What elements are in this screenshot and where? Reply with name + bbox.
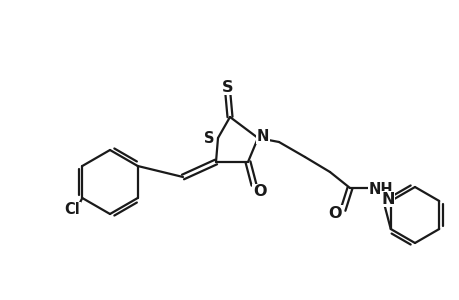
Text: S: S <box>203 130 214 146</box>
Text: N: N <box>256 128 269 143</box>
Text: N: N <box>380 191 394 206</box>
Text: Cl: Cl <box>64 202 80 217</box>
Text: NH: NH <box>368 182 392 196</box>
Text: O: O <box>328 206 341 220</box>
Text: O: O <box>253 184 266 200</box>
Text: S: S <box>222 80 233 94</box>
